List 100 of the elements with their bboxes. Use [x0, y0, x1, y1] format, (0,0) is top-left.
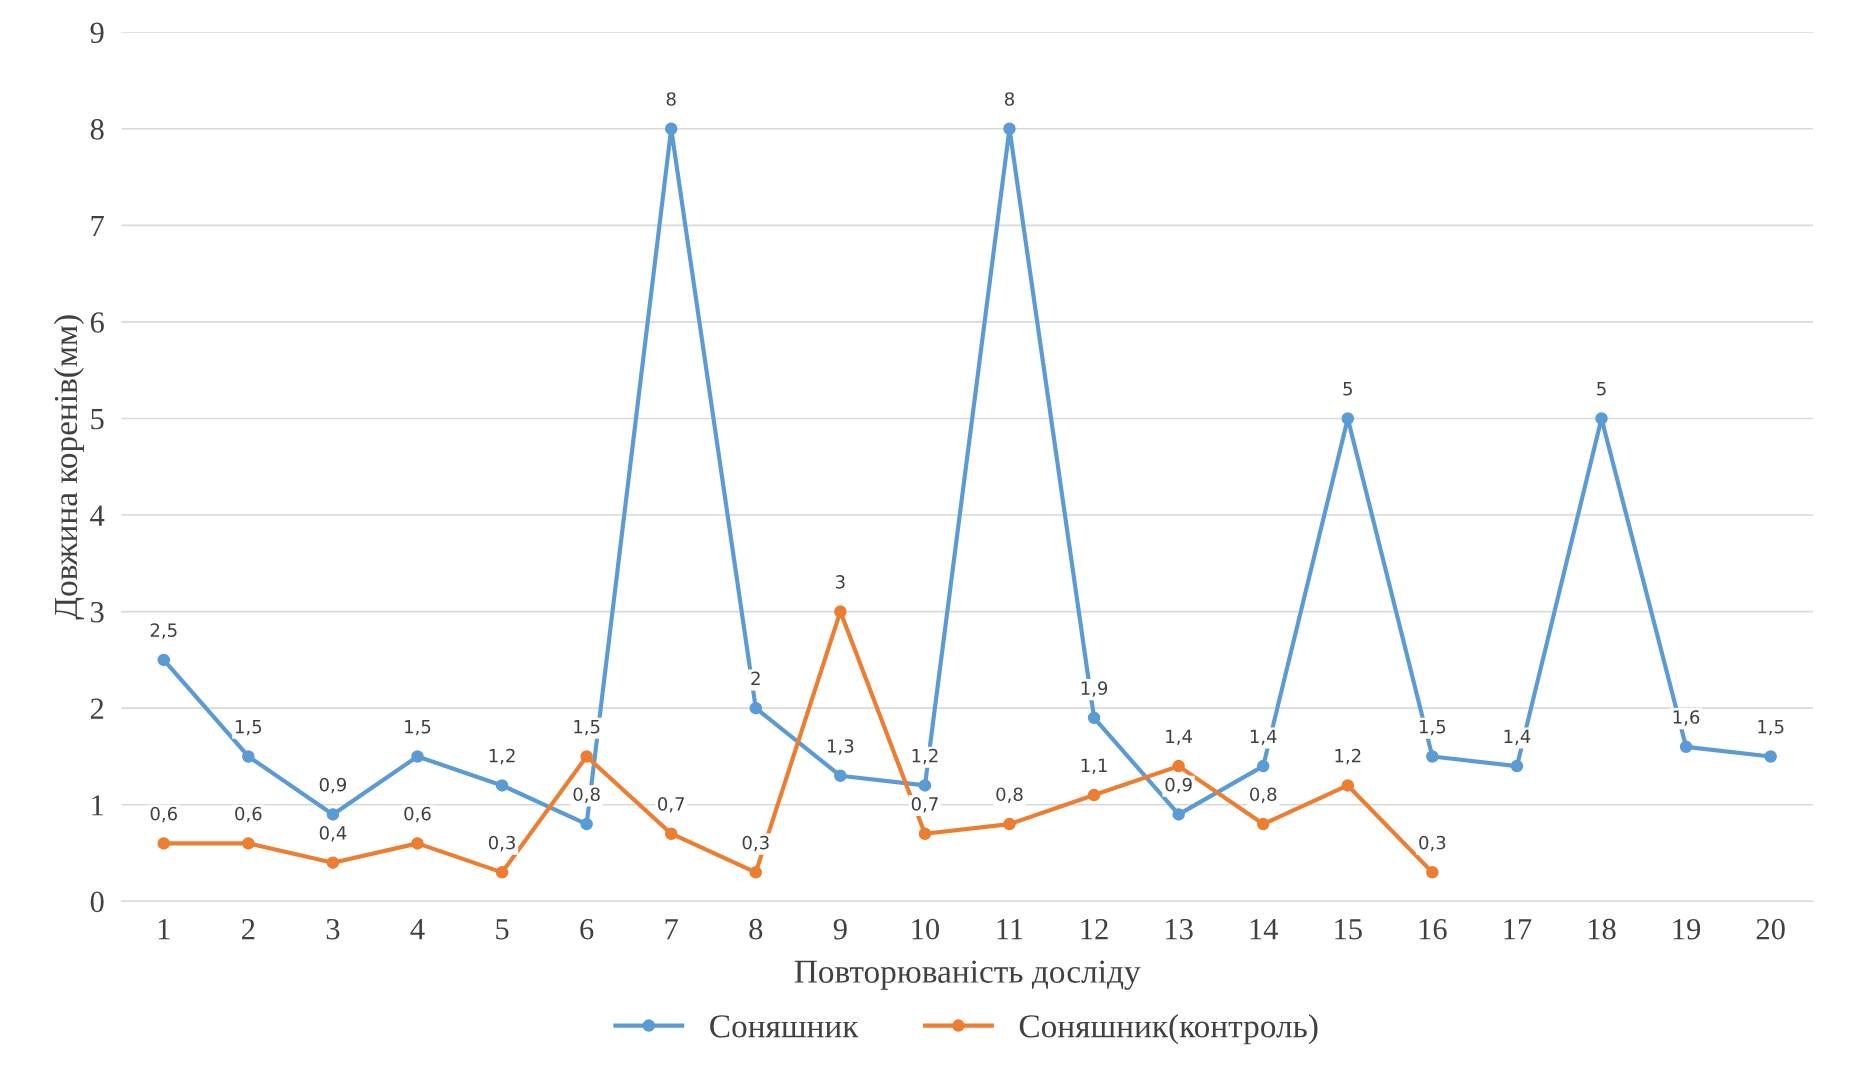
data-label: 0,7 — [658, 797, 685, 813]
data-label: 0,4 — [319, 826, 347, 842]
data-label: 5 — [1597, 382, 1606, 396]
x-tick-label: 16 — [1419, 918, 1447, 940]
point — [1341, 412, 1355, 425]
point — [1256, 759, 1270, 773]
point — [157, 653, 171, 667]
x-tick-label: 9 — [833, 918, 847, 940]
point — [411, 750, 424, 763]
point — [1595, 412, 1608, 425]
point — [242, 750, 255, 763]
point — [1003, 122, 1016, 136]
point — [918, 779, 932, 792]
data-label: 1,2 — [912, 748, 938, 765]
point — [749, 701, 763, 715]
data-label: 3 — [835, 575, 845, 589]
data-label: 1,9 — [1081, 681, 1108, 697]
point — [326, 808, 340, 821]
data-label: 0,6 — [235, 806, 262, 823]
y-tick-label: 3 — [91, 601, 104, 623]
data-label: 0,7 — [911, 797, 938, 813]
point — [918, 827, 932, 840]
x-tick-label: 7 — [665, 919, 678, 940]
point — [1426, 750, 1439, 763]
y-axis-title: Довжина коренів(мм) — [53, 315, 84, 620]
x-tick-label: 3 — [326, 918, 340, 940]
data-label: 1,5 — [405, 720, 431, 736]
point — [1510, 759, 1524, 773]
legend-label: Соняшник(контроль) — [1019, 1014, 1318, 1045]
x-tick-label: 20 — [1756, 918, 1785, 940]
y-tick-label: 2 — [90, 698, 104, 719]
point — [664, 827, 678, 840]
point — [495, 866, 509, 879]
point — [1341, 779, 1355, 792]
data-label: 0,3 — [1419, 835, 1446, 852]
x-tick-label: 12 — [1081, 918, 1108, 940]
x-tick-label: 2 — [242, 918, 255, 940]
point — [834, 769, 847, 783]
point — [580, 750, 593, 763]
y-tick-label: 8 — [90, 119, 104, 140]
data-label: 1,2 — [489, 748, 515, 765]
x-tick-label: 5 — [496, 919, 509, 940]
x-tick-label: 19 — [1673, 918, 1701, 940]
y-tick-label: 0 — [90, 891, 104, 913]
data-label: 1,4 — [1250, 729, 1277, 746]
point — [326, 856, 340, 869]
data-label: 1,4 — [1166, 729, 1192, 746]
point — [749, 866, 763, 879]
data-label: 1,5 — [1419, 720, 1446, 736]
point — [1087, 788, 1101, 802]
data-label: 2 — [751, 671, 760, 685]
point — [1256, 817, 1270, 831]
x-tick-label: 10 — [912, 918, 940, 940]
point — [157, 837, 171, 850]
y-tick-label: 6 — [90, 312, 104, 333]
x-tick-label: 14 — [1250, 919, 1279, 940]
data-label: 5 — [1343, 382, 1352, 396]
data-label: 0,8 — [996, 787, 1023, 803]
data-label: 1,3 — [827, 739, 854, 755]
y-tick-label: 5 — [91, 409, 104, 430]
point — [242, 837, 255, 850]
data-label: 0,6 — [150, 806, 177, 823]
point — [1426, 866, 1439, 879]
point — [1172, 808, 1185, 821]
data-label: 8 — [666, 92, 676, 106]
legend-label: Соняшник — [710, 1015, 859, 1038]
data-label: 0,6 — [404, 806, 431, 823]
data-label: 1,4 — [1504, 729, 1531, 746]
point — [834, 605, 847, 618]
x-axis-title: Повторюваність досліду — [794, 960, 1141, 990]
point — [580, 817, 593, 831]
x-tick-label: 15 — [1335, 919, 1362, 940]
point — [411, 837, 424, 850]
data-label: 1,5 — [235, 720, 262, 736]
data-label: 1,5 — [574, 720, 600, 736]
point — [664, 122, 678, 136]
point — [1679, 740, 1693, 754]
x-tick-label: 13 — [1166, 918, 1193, 940]
data-label: 1,5 — [1758, 720, 1784, 736]
data-label: 0,3 — [742, 835, 769, 852]
x-tick-label: 4 — [410, 919, 425, 940]
data-label: 0,8 — [573, 787, 600, 803]
data-label: 0,9 — [319, 777, 346, 794]
data-label: 0,8 — [1250, 787, 1277, 803]
data-label: 1,6 — [1673, 710, 1700, 726]
y-tick-label: 1 — [92, 795, 103, 816]
data-label: 0,9 — [1165, 777, 1192, 794]
x-tick-label: 1 — [158, 919, 170, 940]
point — [1003, 817, 1016, 831]
point — [1764, 750, 1777, 763]
y-tick-label: 4 — [90, 505, 105, 526]
point — [1172, 759, 1185, 773]
y-tick-label: 7 — [91, 215, 104, 236]
point — [495, 779, 509, 792]
x-tick-label: 8 — [749, 918, 763, 940]
data-label: 0,3 — [488, 835, 515, 852]
x-tick-label: 11 — [997, 919, 1023, 940]
data-label: 1,1 — [1081, 758, 1107, 774]
y-tick-label: 9 — [90, 22, 104, 44]
data-label: 2,5 — [150, 623, 177, 639]
